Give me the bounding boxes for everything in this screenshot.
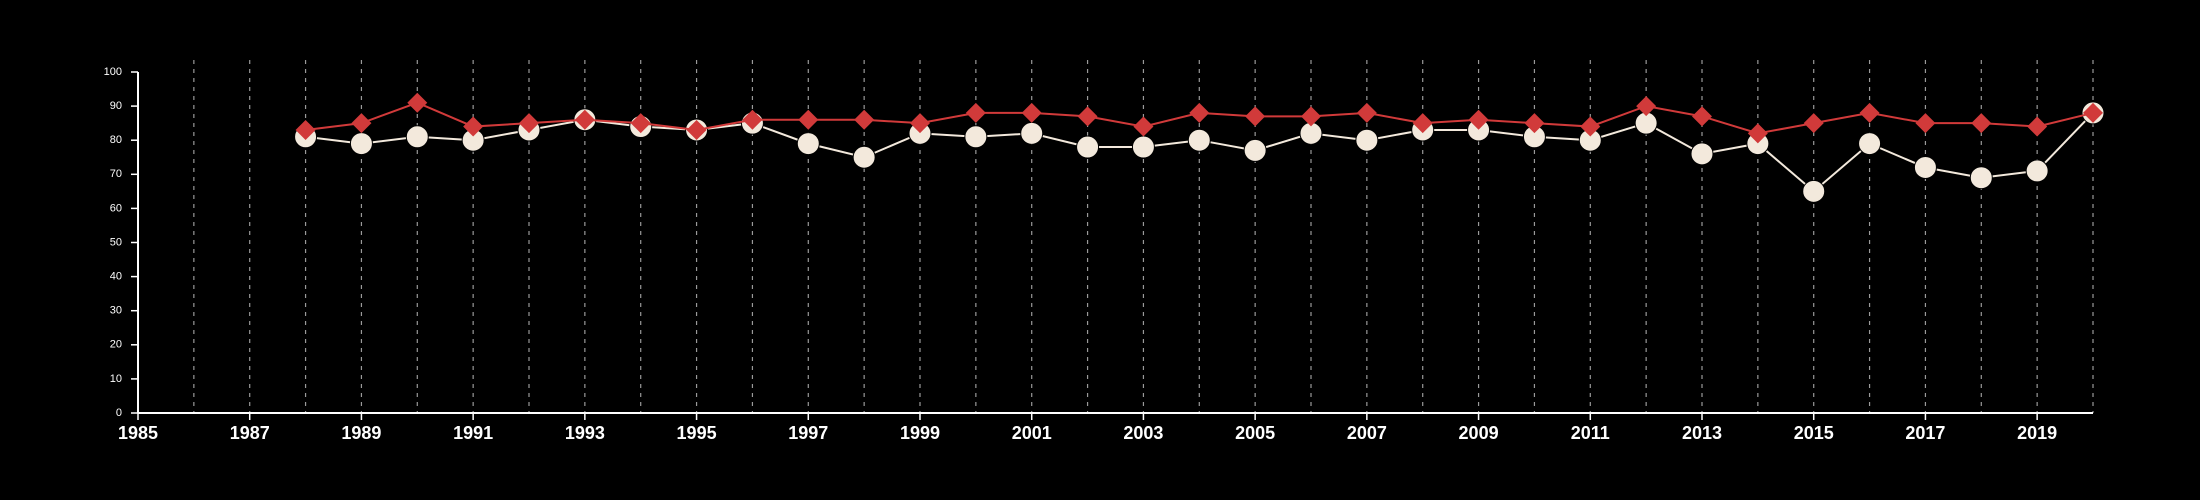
data-point [1747,123,1768,144]
x-tick-label: 1991 [453,423,493,443]
data-point [1187,128,1211,152]
data-point [910,113,930,134]
y-tick-label: 50 [110,236,122,248]
x-tick-label: 2017 [1905,423,1945,443]
data-point [1858,132,1882,156]
data-point [1913,155,1937,179]
data-point [1859,102,1880,123]
data-point [1969,166,1993,190]
series [294,92,2105,203]
x-tick-label: 1993 [565,423,605,443]
x-tick-label: 2015 [1794,423,1834,443]
y-tick-label: 60 [110,202,122,214]
x-tick-label: 2019 [2017,423,2057,443]
y-tick-label: 10 [110,373,122,385]
x-tick-label: 1989 [341,423,381,443]
data-point [407,92,428,113]
x-tick-label: 2007 [1347,423,1387,443]
data-point [1020,121,1044,145]
data-point [1802,179,1826,203]
y-tick-label: 30 [110,305,122,317]
y-tick-label: 80 [110,134,122,146]
y-tick-label: 0 [116,407,122,419]
data-point [1468,109,1489,130]
data-point [630,113,651,134]
data-point [1803,113,1824,134]
data-point [1245,106,1266,127]
data-point [1021,102,1042,123]
data-point [686,119,707,140]
x-tick-label: 2001 [1012,423,1052,443]
data-point [574,109,595,130]
data-point [1915,113,1936,134]
y-tick-label: 90 [110,100,122,112]
data-point [1636,96,1657,117]
y-tick-label: 40 [110,271,122,283]
data-point [405,125,429,149]
data-point [1133,116,1154,137]
grid-lines [193,60,2094,413]
data-point [1692,106,1712,127]
data-point [1580,116,1601,137]
data-point [798,109,819,130]
x-tick-label: 2011 [1571,423,1610,443]
data-point [852,145,876,169]
data-point [1301,106,1321,127]
data-point [349,132,373,156]
data-point [1356,102,1377,123]
x-tick-label: 1999 [900,423,940,443]
data-point [965,102,986,123]
data-point [1412,113,1433,134]
y-tick-label: 20 [110,339,122,351]
data-point [463,116,484,137]
data-point [2083,102,2103,123]
data-point [796,132,820,156]
x-tick-label: 1985 [118,423,158,443]
data-point [854,109,875,130]
data-point [2027,116,2048,137]
y-tick-label: 100 [104,66,122,78]
x-tick-label: 1997 [788,423,828,443]
data-point [351,113,372,134]
x-tick-label: 2005 [1235,423,1275,443]
data-point [1524,113,1545,134]
y-tick-label: 70 [110,168,122,180]
y-axis-ticks: 0 10 20 30 40 50 60 70 80 90 100 [104,66,138,419]
x-tick-label: 2003 [1123,423,1163,443]
data-point [1971,113,1992,134]
diamond-series [295,92,2103,144]
data-point [1243,138,1267,162]
x-axis-ticks: 1985 1987 1989 1991 1993 1995 1997 1999 2001 2003… [118,413,2057,443]
data-point [519,113,539,134]
x-tick-label: 2013 [1682,423,1722,443]
x-tick-label: 1987 [230,423,270,443]
data-point [1189,102,1210,123]
data-point [295,119,316,140]
data-point [742,109,763,130]
data-point [1076,135,1100,159]
axes [137,72,2093,414]
data-point [2025,159,2049,183]
data-point [1131,135,1155,159]
data-point [1355,128,1379,152]
x-tick-label: 1995 [677,423,717,443]
data-point [1077,106,1098,127]
x-tick-label: 2009 [1459,423,1499,443]
data-point [1690,142,1714,166]
data-point [964,125,988,149]
